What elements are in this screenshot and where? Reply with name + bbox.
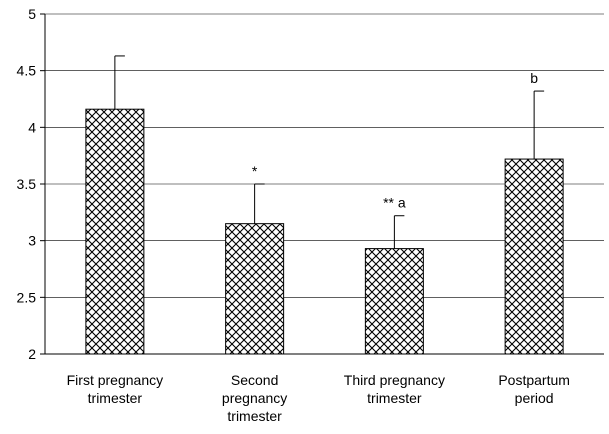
x-category-label-line: Second (231, 372, 278, 388)
error-bars (114, 55, 545, 249)
y-tick-label: 2.5 (17, 289, 37, 305)
y-tick-label: 2 (28, 346, 36, 362)
x-category-label: Second pregnancy trimester (222, 372, 287, 424)
bar (504, 158, 564, 355)
x-category-label-line: Third pregnancy (344, 372, 445, 388)
x-category-label-line: trimester (88, 390, 143, 406)
x-category-label-line: trimester (367, 390, 422, 406)
y-tick-label: 3 (28, 233, 36, 249)
bar (85, 108, 145, 355)
y-tick-label: 5 (28, 6, 36, 22)
x-category-label: First pregnancy trimester (67, 372, 163, 406)
bar (225, 223, 285, 355)
y-tick-label: 4.5 (17, 63, 37, 79)
y-axis-tick-labels: 2 2.5 3 3.5 4 4.5 5 (17, 6, 37, 362)
x-category-label: Postpartum period (498, 372, 570, 406)
x-category-label-line: First pregnancy (67, 372, 163, 388)
bar (364, 248, 424, 355)
y-tick-label: 3.5 (17, 176, 37, 192)
x-category-label-line: pregnancy (222, 390, 287, 406)
y-tick-label: 4 (28, 119, 36, 135)
x-category-label: Third pregnancy trimester (344, 372, 445, 406)
axes (40, 13, 604, 355)
significance-annotations: * ** a b (252, 70, 538, 211)
significance-annotation: * (252, 163, 258, 179)
x-category-label-line: trimester (227, 408, 282, 424)
x-axis-category-labels: First pregnancy trimester Second pregnancy t… (67, 372, 570, 424)
bars (85, 108, 564, 355)
significance-annotation: ** a (383, 195, 406, 211)
x-category-label-line: Postpartum (498, 372, 570, 388)
x-category-label-line: period (515, 390, 554, 406)
significance-annotation: b (530, 70, 538, 86)
